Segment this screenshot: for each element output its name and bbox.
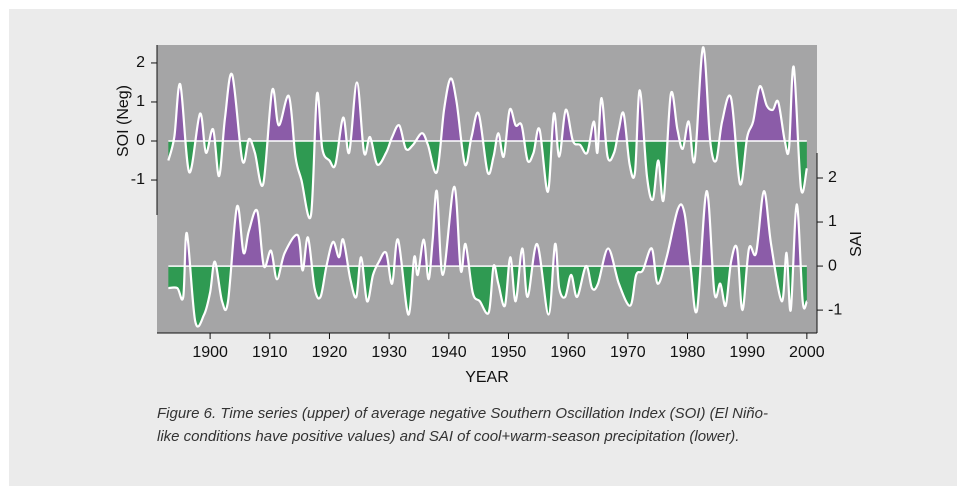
- plot-layer: [167, 46, 808, 328]
- x-axis-title: YEAR: [465, 369, 509, 386]
- series-line: [167, 46, 808, 220]
- y2-tick-label: -1: [828, 301, 842, 318]
- y-tick-label: 1: [136, 93, 145, 110]
- y2-tick-label: 2: [828, 169, 837, 186]
- caption-line: like conditions have positive values) an…: [157, 428, 739, 445]
- y-tick-label: -1: [131, 171, 145, 188]
- x-tick-label: 1960: [550, 344, 586, 361]
- y2-tick-label: 1: [828, 213, 837, 230]
- y2-tick-label: 0: [828, 257, 837, 274]
- positive-area: [168, 47, 807, 141]
- negative-area: [168, 141, 807, 219]
- x-tick-label: 1910: [252, 344, 288, 361]
- caption-line: Figure 6. Time series (upper) of average…: [157, 405, 768, 422]
- x-tick-label: 1930: [371, 344, 407, 361]
- x-tick-label: 1980: [670, 344, 706, 361]
- series-line: [168, 185, 808, 328]
- x-tick-label: 1970: [610, 344, 646, 361]
- x-tick-label: 1950: [491, 344, 527, 361]
- y-tick-label: 0: [136, 132, 145, 149]
- x-tick-label: 1900: [192, 344, 228, 361]
- y2-axis-title: SAI: [848, 231, 865, 257]
- y-tick-label: 2: [136, 54, 145, 71]
- negative-area: [168, 266, 807, 327]
- x-tick-label: 2000: [789, 344, 825, 361]
- x-tick-label: 1940: [431, 344, 467, 361]
- x-tick-label: 1990: [729, 344, 765, 361]
- x-tick-label: 1920: [312, 344, 348, 361]
- y-axis-title: SOI (Neg): [115, 85, 132, 157]
